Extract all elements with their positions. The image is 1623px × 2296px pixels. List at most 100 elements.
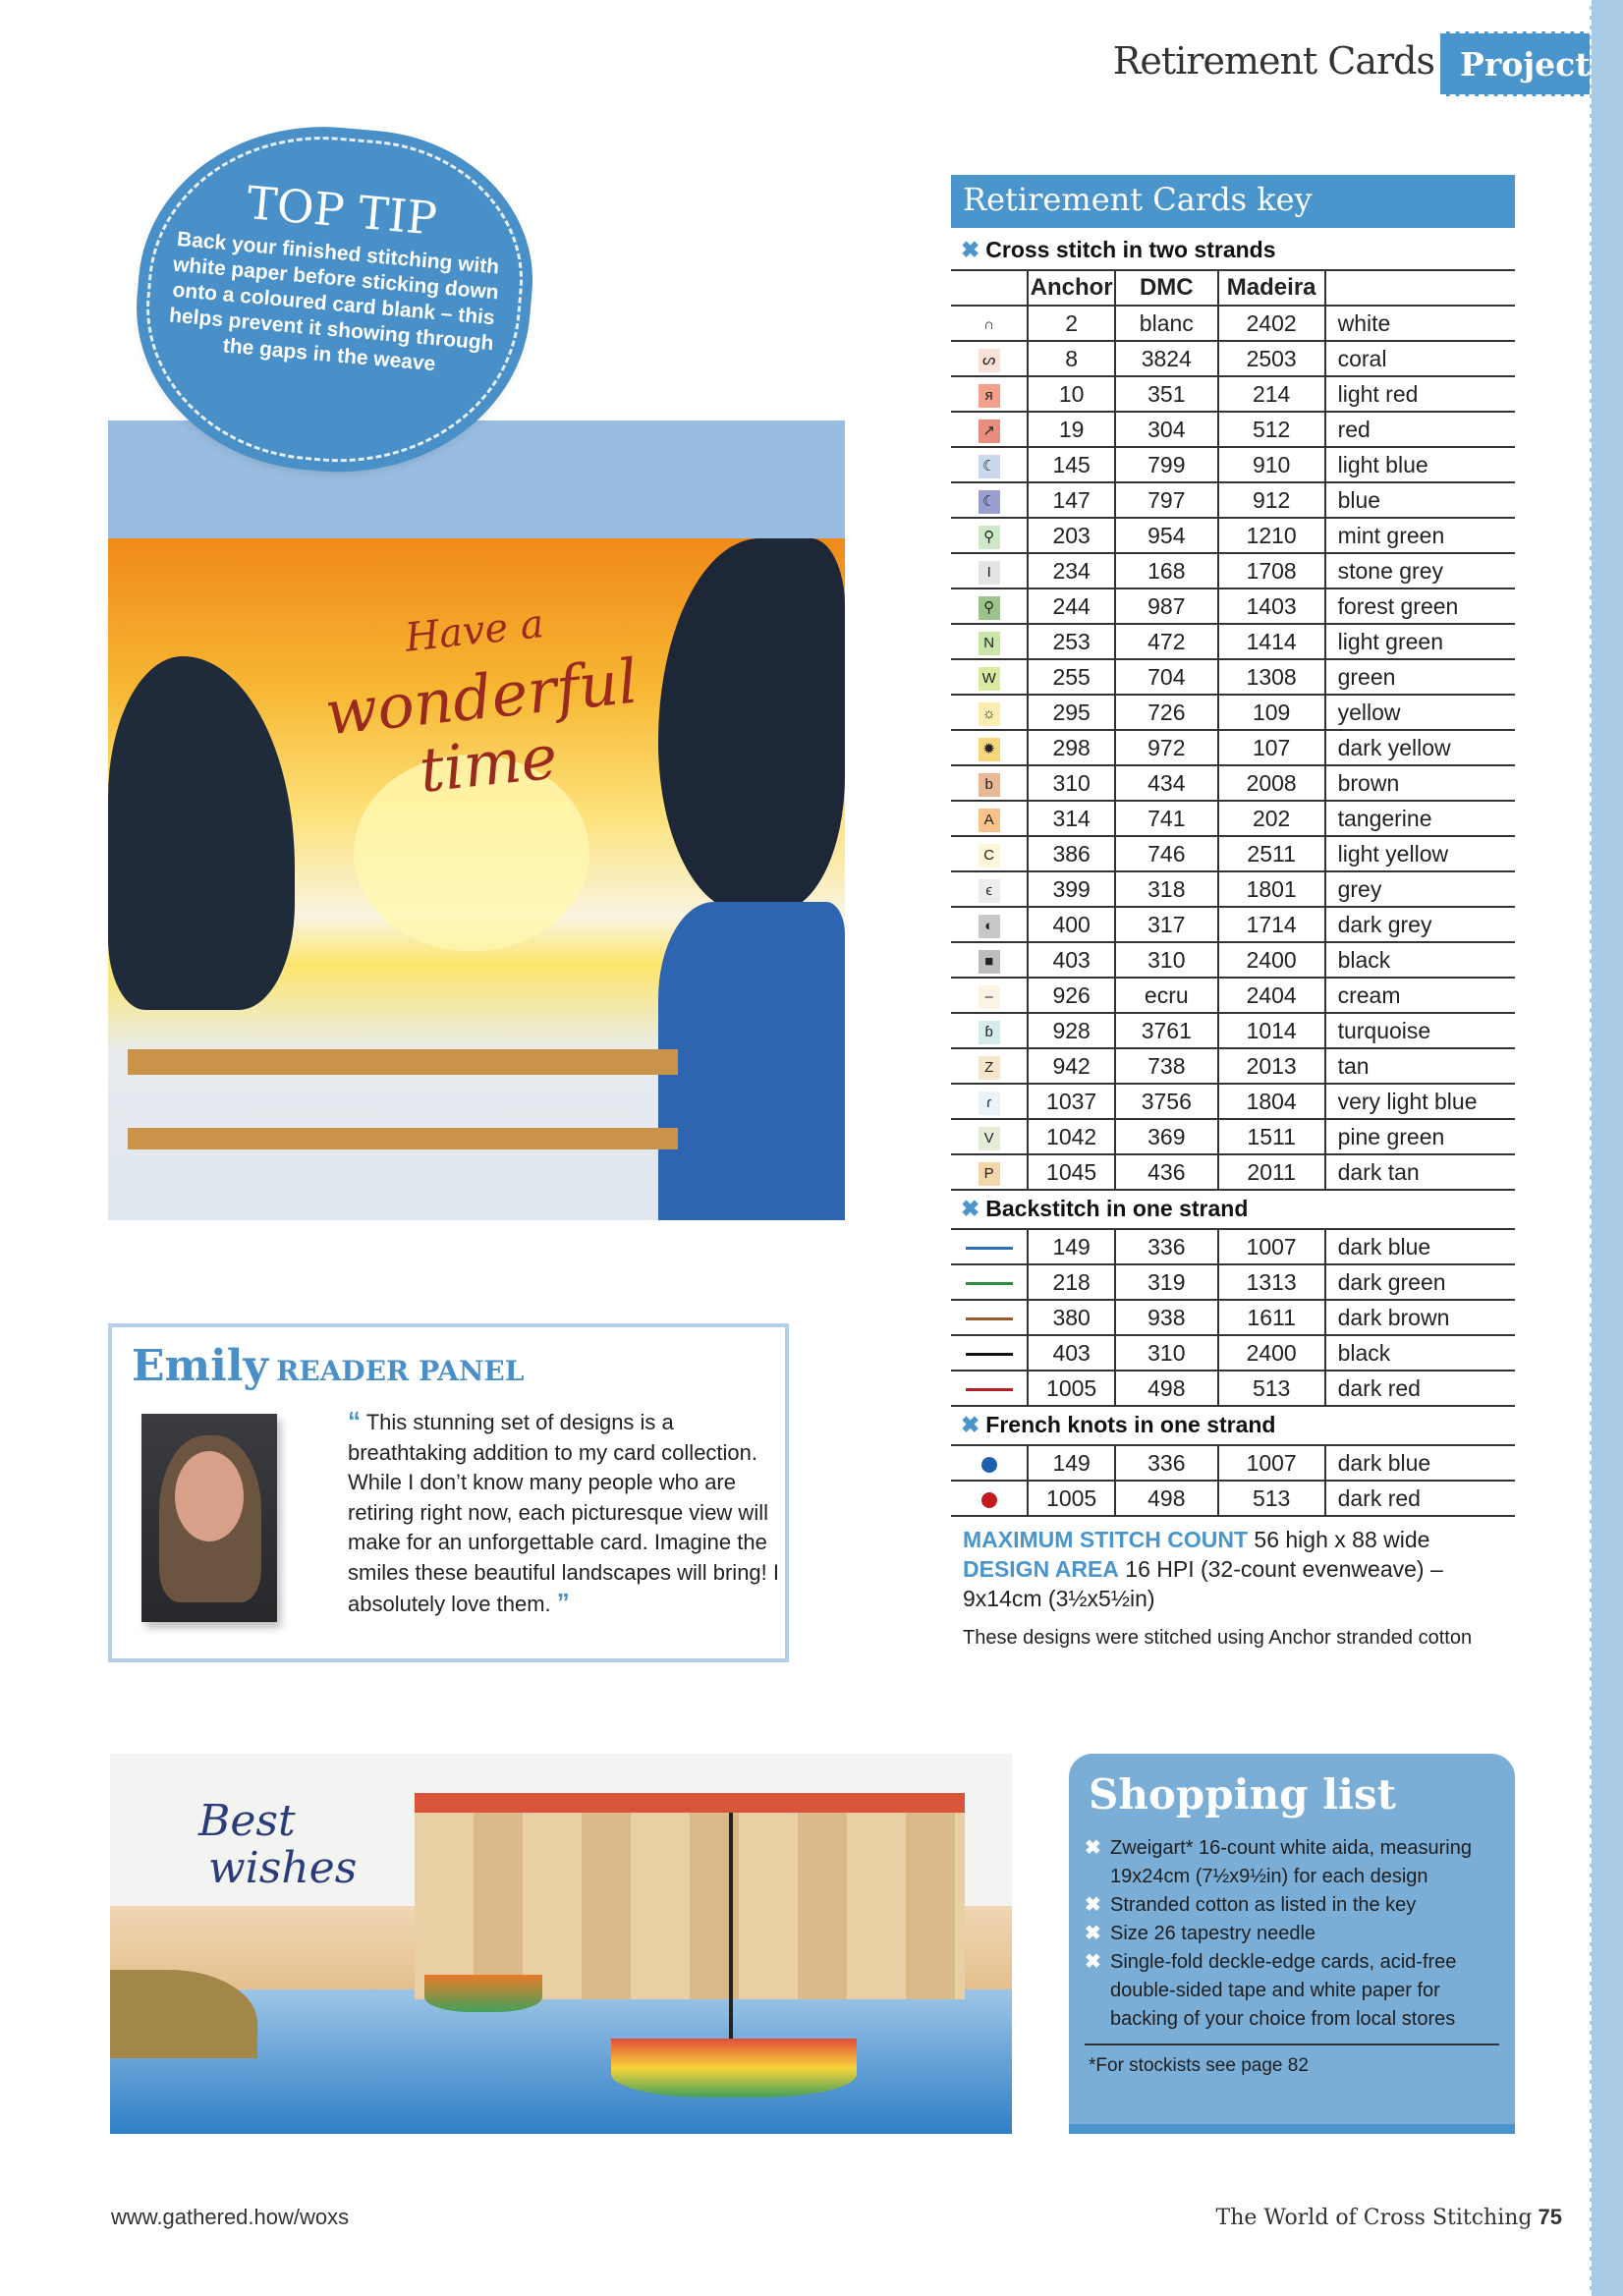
symbol-cell: V [951,1119,1029,1155]
table-row: ◐ 400 317 1714 dark grey [951,907,1515,943]
colour-name-cell: dark brown [1323,1300,1515,1336]
anchor-cell: 19 [1027,412,1115,448]
open-quote-icon: “ [348,1406,361,1435]
table-row: ■ 403 310 2400 black [951,942,1515,979]
colour-name-cell: brown [1323,765,1515,802]
dmc-cell: 498 [1113,1371,1218,1407]
list-item: ✖ Size 26 tapestry needle [1085,1920,1499,1948]
colour-name-cell: mint green [1323,518,1515,554]
table-row: b 310 434 2008 brown [951,765,1515,802]
list-item: ✖ Single-fold deckle-edge cards, acid-fre… [1085,1948,1499,2034]
table-row: ☼ 295 726 109 yellow [951,695,1515,731]
table-row: ⚲ 203 954 1210 mint green [951,518,1515,554]
symbol-cell: я [951,376,1029,413]
cross-icon: ✖ [1085,1837,1101,1859]
table-row: A 314 741 202 tangerine [951,801,1515,837]
col-dmc: DMC [1113,270,1218,307]
symbol-cell: I [951,553,1029,589]
colour-name-cell: grey [1323,871,1515,908]
magazine-name: The World of Cross Stitching [1215,2206,1533,2230]
stitch-symbol-icon: b [978,772,1000,797]
colour-name-cell: coral [1323,341,1515,377]
anchor-cell: 942 [1027,1048,1115,1085]
symbol-cell: A [951,801,1029,837]
stitch-symbol-icon: A [978,808,1000,832]
dmc-cell: 799 [1113,447,1218,483]
colour-name-cell: turquoise [1323,1013,1515,1049]
dmc-cell: 317 [1113,907,1218,943]
stitch-info: MAXIMUM STITCH COUNT 56 high x 88 wide D… [951,1525,1515,1652]
stitch-symbol-icon: Z [978,1055,1000,1080]
dmc-cell: 954 [1113,518,1218,554]
symbol-cell: ◐ [951,907,1029,943]
dmc-cell: 318 [1113,871,1218,908]
section-tab: Project [1440,31,1590,96]
madeira-cell: 1313 [1216,1264,1325,1301]
anchor-cell: 149 [1027,1229,1115,1265]
stitch-count-label: MAXIMUM STITCH COUNT [963,1527,1249,1552]
stitched-sailboat [611,2039,857,2098]
close-quote-icon: ” [556,1588,570,1617]
symbol-cell: P [951,1154,1029,1191]
reader-name: Emily [132,1341,269,1391]
key-title: Retirement Cards key [951,175,1515,228]
stitch-symbol-icon: ■ [978,949,1000,974]
table-row: V 1042 369 1511 pine green [951,1119,1515,1155]
table-header: Anchor DMC Madeira [951,270,1515,307]
anchor-cell: 145 [1027,447,1115,483]
reader-quote: “ This stunning set of designs is a brea… [348,1406,780,1620]
table-row: W 255 704 1308 green [951,659,1515,696]
colour-name-cell: tangerine [1323,801,1515,837]
stitched-motorboat [424,1975,542,2012]
table-row: C 386 746 2511 light yellow [951,836,1515,872]
table-row: ⚲ 244 987 1403 forest green [951,588,1515,625]
stitch-symbol-icon: ↗ [978,419,1000,443]
french-knot-dot-icon [980,1491,997,1508]
dmc-cell: 3761 [1113,1013,1218,1049]
madeira-cell: 910 [1216,447,1325,483]
stitch-symbol-icon: ᔕ [978,348,1000,372]
madeira-cell: 513 [1216,1481,1325,1517]
colour-name-cell: pine green [1323,1119,1515,1155]
stitched-fence [128,1049,678,1075]
dmc-cell: 797 [1113,482,1218,519]
table-row: ☾ 145 799 910 light blue [951,447,1515,483]
anchor-cell: 928 [1027,1013,1115,1049]
madeira-cell: 1801 [1216,871,1325,908]
madeira-cell: 1511 [1216,1119,1325,1155]
dmc-cell: 938 [1113,1300,1218,1336]
thread-note: These designs were stitched using Anchor… [963,1627,1473,1649]
stitched-lettering: Have a wonderful time [265,577,697,819]
table-row: Z 942 738 2013 tan [951,1048,1515,1085]
dmc-cell: 351 [1113,376,1218,413]
design-area-label: DESIGN AREA [963,1556,1119,1582]
dmc-cell: 310 [1113,942,1218,979]
table-row: 149 336 1007 dark blue [951,1229,1515,1265]
stitch-symbol-icon: ☾ [978,489,1000,514]
avatar-face [175,1451,244,1541]
colour-name-cell: light red [1323,376,1515,413]
symbol-cell [951,1445,1029,1482]
table-row: я 10 351 214 light red [951,376,1515,413]
footer-url[interactable]: www.gathered.how/woxs [111,2205,350,2229]
item-text: Single-fold deckle-edge cards, acid-free… [1110,1951,1457,2030]
table-row: 1005 498 513 dark red [951,1371,1515,1407]
col-symbol [951,270,1029,307]
anchor-cell: 218 [1027,1264,1115,1301]
madeira-cell: 107 [1216,730,1325,766]
stitched-headland [110,1970,257,2058]
symbol-cell: ɾ [951,1084,1029,1120]
symbol-cell: C [951,836,1029,872]
shopping-list: Shopping list ✖ Zweigart* 16-count white … [1069,1754,1515,2134]
top-tip-body: Back your finished stitching with white … [168,227,501,376]
colour-name-cell: tan [1323,1048,1515,1085]
madeira-cell: 1007 [1216,1229,1325,1265]
list-item: ✖ Zweigart* 16-count white aida, measurin… [1085,1834,1499,1891]
list-item: ✖ Stranded cotton as listed in the key [1085,1891,1499,1920]
table-row: 149 336 1007 dark blue [951,1445,1515,1482]
cross-stitch-table: Anchor DMC Madeira ∩ 2 blanc 2402 white ᔕ 8 382… [951,269,1515,1191]
madeira-cell: 2013 [1216,1048,1325,1085]
stitch-symbol-icon: – [978,984,1000,1009]
stitch-symbol-icon: ɾ [978,1091,1000,1115]
anchor-cell: 926 [1027,978,1115,1014]
